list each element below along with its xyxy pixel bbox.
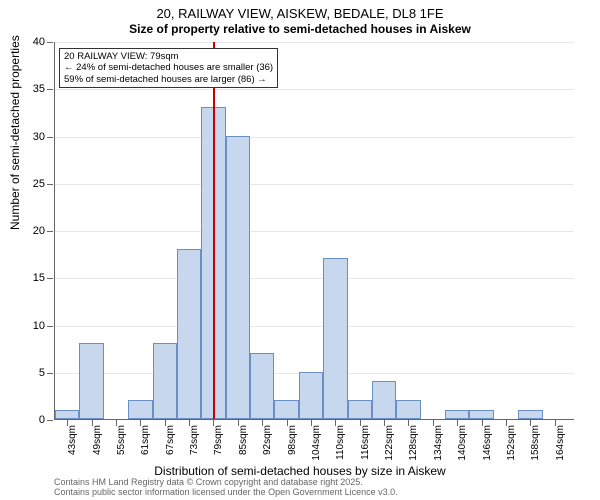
- histogram-bar: [396, 400, 420, 419]
- histogram-bar: [226, 136, 250, 420]
- gridline: [55, 42, 574, 43]
- y-tick-label: 25: [21, 178, 45, 190]
- y-tick: [47, 231, 53, 232]
- attribution-line-2: Contains public sector information licen…: [54, 488, 398, 498]
- y-tick-label: 0: [21, 414, 45, 426]
- reference-line: [213, 42, 215, 419]
- gridline: [55, 231, 574, 232]
- histogram-bar: [348, 400, 372, 419]
- y-axis-label: Number of semi-detached properties: [8, 35, 22, 230]
- histogram-bar: [153, 343, 177, 419]
- y-tick: [47, 89, 53, 90]
- chart-title: 20, RAILWAY VIEW, AISKEW, BEDALE, DL8 1F…: [0, 0, 600, 21]
- y-tick: [47, 137, 53, 138]
- gridline: [55, 278, 574, 279]
- annotation-line-3: 59% of semi-detached houses are larger (…: [64, 74, 273, 85]
- histogram-bar: [55, 410, 79, 419]
- y-tick-label: 5: [21, 367, 45, 379]
- gridline: [55, 184, 574, 185]
- y-tick-label: 10: [21, 320, 45, 332]
- y-tick: [47, 184, 53, 185]
- y-tick: [47, 42, 53, 43]
- histogram-bar: [177, 249, 201, 419]
- y-tick-label: 30: [21, 131, 45, 143]
- histogram-bar: [323, 258, 347, 419]
- x-axis-label: Distribution of semi-detached houses by …: [0, 464, 600, 478]
- y-tick: [47, 326, 53, 327]
- histogram-bar: [372, 381, 396, 419]
- gridline: [55, 89, 574, 90]
- y-tick-label: 40: [21, 36, 45, 48]
- histogram-bar: [518, 410, 542, 419]
- histogram-bar: [274, 400, 298, 419]
- histogram-bar: [469, 410, 493, 419]
- histogram-bar: [128, 400, 152, 419]
- histogram-bar: [79, 343, 103, 419]
- y-tick: [47, 420, 53, 421]
- chart-container: 20, RAILWAY VIEW, AISKEW, BEDALE, DL8 1F…: [0, 0, 600, 500]
- histogram-bar: [299, 372, 323, 419]
- y-tick-label: 15: [21, 272, 45, 284]
- gridline: [55, 137, 574, 138]
- gridline: [55, 326, 574, 327]
- chart-subtitle: Size of property relative to semi-detach…: [0, 21, 600, 36]
- annotation-line-1: 20 RAILWAY VIEW: 79sqm: [64, 51, 273, 62]
- plot-area: 051015202530354043sqm49sqm55sqm61sqm67sq…: [54, 42, 574, 420]
- y-tick: [47, 278, 53, 279]
- y-tick: [47, 373, 53, 374]
- y-tick-label: 20: [21, 225, 45, 237]
- annotation-box: 20 RAILWAY VIEW: 79sqm ← 24% of semi-det…: [59, 48, 278, 88]
- attribution-text: Contains HM Land Registry data © Crown c…: [54, 478, 398, 498]
- annotation-line-2: ← 24% of semi-detached houses are smalle…: [64, 62, 273, 73]
- histogram-bar: [250, 353, 274, 419]
- y-tick-label: 35: [21, 83, 45, 95]
- histogram-bar: [445, 410, 469, 419]
